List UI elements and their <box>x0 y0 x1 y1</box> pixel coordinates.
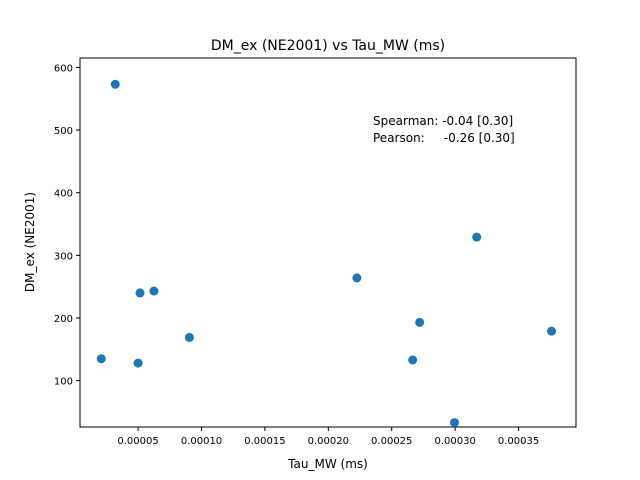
y-tick-label: 300 <box>54 251 73 262</box>
scatter-point <box>547 326 557 336</box>
y-tick-label: 400 <box>54 189 73 200</box>
y-axis: 100 200 300 400 500 600 <box>54 63 80 388</box>
x-axis-label: Tau_MW (ms) <box>287 457 368 471</box>
x-tick-label: 0.00025 <box>371 436 412 447</box>
scatter-point <box>96 354 106 364</box>
scatter-point <box>472 232 482 242</box>
x-tick-label: 0.00030 <box>434 436 475 447</box>
scatter-point <box>135 288 145 298</box>
x-axis: 0.00005 0.00010 0.00015 0.00020 0.00025 0.000… <box>117 427 539 447</box>
pearson-annotation: Pearson: -0.26 [0.30] <box>373 131 515 145</box>
y-tick-label: 600 <box>54 63 73 74</box>
x-tick-label: 0.00020 <box>308 436 349 447</box>
scatter-point <box>408 355 418 365</box>
scatter-point <box>352 273 362 283</box>
x-tick-label: 0.00010 <box>181 436 222 447</box>
chart-title: DM_ex (NE2001) vs Tau_MW (ms) <box>211 38 445 54</box>
scatter-point <box>450 418 460 428</box>
y-axis-label: DM_ex (NE2001) <box>23 192 37 292</box>
scatter-point <box>184 332 194 342</box>
spearman-annotation: Spearman: -0.04 [0.30] <box>373 114 513 128</box>
scatter-point <box>133 358 143 368</box>
x-tick-label: 0.00015 <box>244 436 285 447</box>
scatter-point <box>149 286 159 296</box>
y-tick-label: 100 <box>54 377 73 388</box>
x-tick-label: 0.00035 <box>498 436 539 447</box>
scatter-point <box>415 317 425 327</box>
data-points <box>96 79 557 428</box>
y-tick-label: 200 <box>54 314 73 325</box>
scatter-point <box>110 79 120 89</box>
x-tick-label: 0.00005 <box>117 436 158 447</box>
y-tick-label: 500 <box>54 126 73 137</box>
